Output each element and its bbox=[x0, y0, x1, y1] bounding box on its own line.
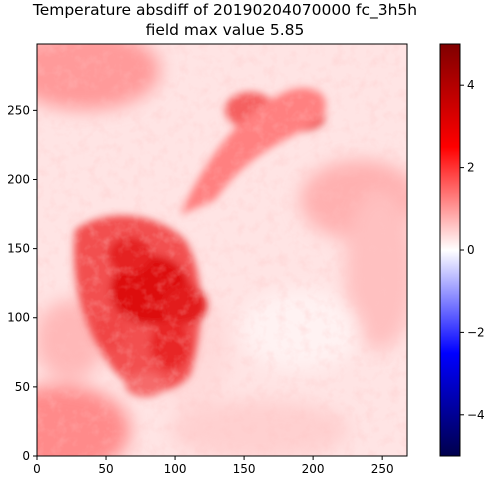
y-tick-label: 250 bbox=[7, 103, 30, 117]
y-tick-label: 50 bbox=[15, 380, 30, 394]
colorbar-tick-label: −2 bbox=[467, 325, 485, 339]
heatmap-field bbox=[37, 44, 407, 456]
chart-title: Temperature absdiff of 20190204070000 fc… bbox=[32, 1, 418, 19]
x-tick-label: 0 bbox=[33, 462, 41, 476]
colorbar bbox=[440, 44, 460, 456]
x-tick-label: 250 bbox=[371, 462, 394, 476]
chart-subtitle: field max value 5.85 bbox=[145, 21, 305, 39]
x-tick-label: 200 bbox=[302, 462, 325, 476]
plot-frame bbox=[36, 43, 408, 457]
colorbar-tick-label: 2 bbox=[467, 161, 475, 175]
y-tick-label: 100 bbox=[7, 311, 30, 325]
colorbar-tick-label: 4 bbox=[467, 78, 475, 92]
x-tick-label: 100 bbox=[164, 462, 187, 476]
y-tick-label: 150 bbox=[7, 242, 30, 256]
y-tick-label: 200 bbox=[7, 172, 30, 186]
colorbar-tick-label: 0 bbox=[467, 243, 475, 257]
y-tick-label: 0 bbox=[22, 449, 30, 463]
colorbar-tick-label: −4 bbox=[467, 408, 485, 422]
x-tick-label: 150 bbox=[233, 462, 256, 476]
x-tick-label: 50 bbox=[98, 462, 113, 476]
